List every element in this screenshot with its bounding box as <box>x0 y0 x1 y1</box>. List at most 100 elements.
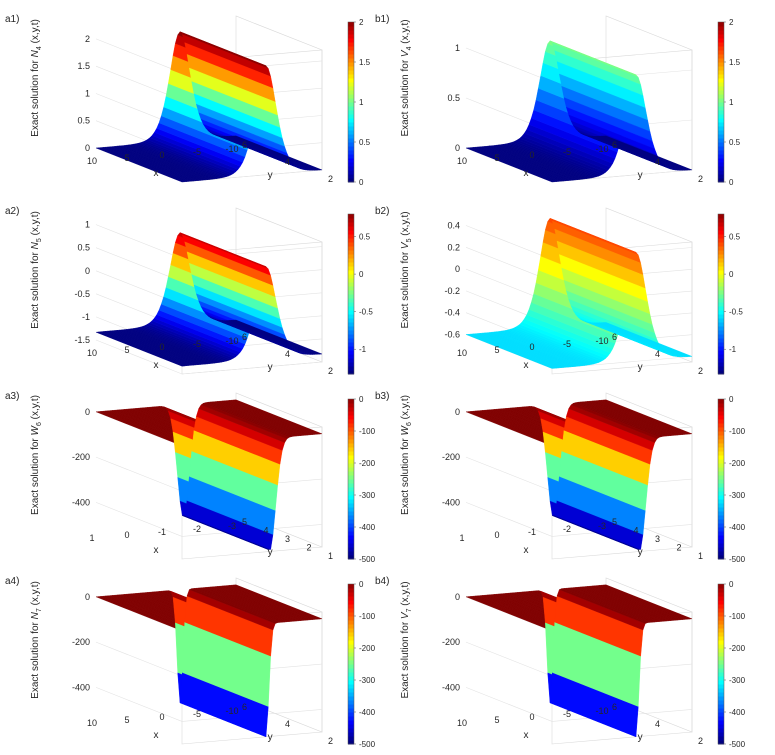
colorbar-segment <box>718 266 724 271</box>
y-tick-label: 2 <box>307 543 312 553</box>
surface-band <box>603 322 693 357</box>
colorbar-segment <box>718 407 724 412</box>
panel-label: a4) <box>5 576 19 587</box>
x-tick-label: 1 <box>89 533 94 543</box>
colorbar-segment <box>718 503 724 508</box>
x-tick-label: 5 <box>124 153 129 163</box>
z-tick-label: 0 <box>85 143 90 153</box>
colorbar-segment <box>718 600 724 605</box>
colorbar-segment <box>718 302 724 307</box>
colorbar-segment <box>348 62 354 67</box>
colorbar-segment <box>718 262 724 267</box>
colorbar-segment <box>348 740 354 745</box>
x-tick-label: 0 <box>529 712 534 722</box>
colorbar-segment <box>718 102 724 107</box>
colorbar-segment <box>348 370 354 375</box>
colorbar-segment <box>348 106 354 111</box>
colorbar-segment <box>718 716 724 721</box>
y-tick-label: 2 <box>328 736 333 746</box>
colorbar-tick-label: 0 <box>729 178 734 187</box>
colorbar-segment <box>718 178 724 183</box>
colorbar-segment <box>718 110 724 115</box>
colorbar-segment <box>718 708 724 713</box>
x-tick-label: -10 <box>595 336 608 346</box>
colorbar-segment <box>348 399 354 404</box>
colorbar-segment <box>348 515 354 520</box>
surface-band <box>233 399 323 435</box>
colorbar-segment <box>348 254 354 259</box>
z-axis-label: Exact solution for V7 (x,y,t) <box>400 581 413 698</box>
colorbar-segment <box>718 487 724 492</box>
colorbar-tick-label: -0.5 <box>359 308 373 317</box>
surface <box>95 584 323 738</box>
colorbar-segment <box>718 507 724 512</box>
x-tick-label: 10 <box>457 348 467 358</box>
y-tick-label: 3 <box>285 534 290 544</box>
panel-b3: -400 -200 0 1 0 -1 -2 -3 x 5 4 3 2 1 y b3) Exact solutio… <box>375 391 746 564</box>
colorbar-segment <box>718 584 724 589</box>
x-tick-label: 5 <box>494 153 499 163</box>
colorbar-segment <box>348 584 354 589</box>
surface <box>465 399 693 550</box>
colorbar-segment <box>348 628 354 633</box>
colorbar-segment <box>718 523 724 528</box>
colorbar-segment <box>348 495 354 500</box>
y-tick-label: 5 <box>242 517 247 527</box>
colorbar-segment <box>718 728 724 733</box>
y-axis-label: y <box>638 362 643 373</box>
colorbar-segment <box>718 242 724 247</box>
colorbar-segment <box>718 495 724 500</box>
x-tick-label: -5 <box>563 147 571 157</box>
y-axis-label: y <box>638 732 643 743</box>
colorbar-segment <box>348 499 354 504</box>
colorbar-segment <box>718 724 724 729</box>
colorbar-segment <box>718 664 724 669</box>
colorbar-tick-label: -100 <box>729 427 746 436</box>
x-tick-label: 5 <box>124 345 129 355</box>
colorbar-segment <box>348 680 354 685</box>
z-tick-label: -1.5 <box>74 335 90 345</box>
colorbar-segment <box>718 491 724 496</box>
colorbar-segment <box>348 334 354 339</box>
colorbar-segment <box>718 106 724 111</box>
colorbar-segment <box>348 519 354 524</box>
x-tick-label: -5 <box>193 339 201 349</box>
colorbar-segment <box>348 242 354 247</box>
x-tick-label: 1 <box>459 533 464 543</box>
colorbar-frame <box>717 583 725 745</box>
colorbar-tick-label: -200 <box>729 644 746 653</box>
x-tick-label: 0 <box>529 342 534 352</box>
colorbar-segment <box>348 712 354 717</box>
surface-band <box>233 584 323 620</box>
x-tick-label: -10 <box>225 336 238 346</box>
colorbar-frame <box>347 213 355 375</box>
z-gridline <box>465 502 693 537</box>
colorbar-segment <box>718 350 724 355</box>
surface <box>95 232 323 367</box>
x-axis-label: x <box>154 730 159 741</box>
colorbar-segment <box>718 122 724 127</box>
x-tick-label: 5 <box>494 715 499 725</box>
z-tick-label: 0 <box>85 592 90 602</box>
x-tick-label: -2 <box>563 524 571 534</box>
colorbar-segment <box>718 46 724 51</box>
colorbar-segment <box>348 350 354 355</box>
z-tick-label: -200 <box>442 452 460 462</box>
colorbar-segment <box>718 166 724 171</box>
colorbar-tick-label: -100 <box>729 612 746 621</box>
z-tick-label: 0 <box>455 143 460 153</box>
z-tick-label: 0 <box>455 592 460 602</box>
colorbar-segment <box>348 118 354 123</box>
colorbar-segment <box>348 294 354 299</box>
colorbar-segment <box>348 459 354 464</box>
colorbar-segment <box>348 471 354 476</box>
colorbar-segment <box>718 226 724 231</box>
colorbar-segment <box>718 624 724 629</box>
colorbar-tick-label: -200 <box>359 644 376 653</box>
colorbar-segment <box>718 632 724 637</box>
colorbar-segment <box>718 551 724 556</box>
colorbar-segment <box>348 479 354 484</box>
y-tick-label: 6 <box>612 140 617 150</box>
colorbar-segment <box>718 431 724 436</box>
colorbar-segment <box>718 318 724 323</box>
